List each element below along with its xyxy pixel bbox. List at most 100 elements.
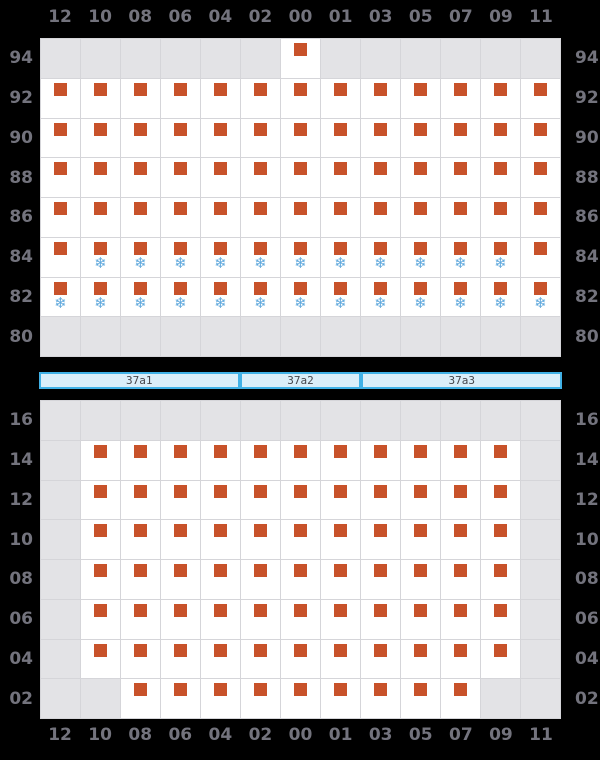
segment-37a1[interactable]: 37a1	[39, 372, 240, 389]
cell-bottom-r04-c11	[521, 639, 560, 679]
cell-bottom-r02-c12	[41, 679, 80, 718]
cell-bottom-r02-c05	[401, 679, 440, 718]
cell-top-r92-c12	[41, 78, 80, 118]
data-square	[454, 162, 467, 176]
data-square	[214, 281, 227, 295]
cell-top-r90-c00	[281, 118, 320, 158]
cell-bottom-r14-c02	[241, 440, 280, 480]
bottom-right-row-label-12: 12	[575, 489, 599, 510]
cell-bottom-r10-c12	[41, 520, 80, 559]
cell-bottom-r06-c03	[361, 599, 400, 639]
data-square	[174, 281, 187, 295]
data-square	[334, 444, 347, 458]
cell-top-r84-c00: ❄	[281, 237, 320, 277]
cell-top-r90-c10	[81, 118, 120, 158]
segment-37a2[interactable]: 37a2	[239, 372, 362, 389]
cell-top-r80-c02	[241, 317, 280, 356]
cell-top-r82-c04: ❄	[201, 277, 240, 317]
top-axis-label-08: 08	[128, 7, 153, 27]
cell-bottom-r08-c01	[321, 560, 360, 599]
cell-top-r86-c04	[201, 198, 240, 237]
data-square	[134, 122, 147, 136]
cell-top-r90-c08	[121, 118, 160, 158]
snowflake-icon: ❄	[174, 293, 187, 312]
cell-bottom-r08-c02	[241, 560, 280, 599]
data-square	[494, 241, 507, 255]
cell-top-r84-c08: ❄	[121, 237, 160, 277]
cell-bottom-r08-c06	[161, 560, 200, 599]
cell-top-r82-c01: ❄	[321, 277, 360, 317]
snowflake-icon: ❄	[174, 253, 187, 272]
cell-bottom-r04-c00	[281, 639, 320, 679]
cell-bottom-r10-c07	[441, 520, 480, 559]
data-square	[134, 82, 147, 96]
cell-bottom-r16-c08	[121, 401, 160, 440]
cell-top-r92-c10	[81, 78, 120, 118]
cell-top-r80-c12	[41, 317, 80, 356]
data-square	[134, 484, 147, 498]
snowflake-icon: ❄	[334, 293, 347, 312]
cell-bottom-r12-c07	[441, 480, 480, 520]
segment-label: 37a1	[126, 374, 153, 387]
cell-bottom-r12-c09	[481, 480, 520, 520]
data-square	[494, 643, 507, 657]
top-chart-left-row-axis: 94 92 90 88 86 84 82 80	[0, 38, 33, 357]
cell-bottom-r02-c06	[161, 679, 200, 718]
data-square	[254, 484, 267, 498]
data-square	[254, 524, 267, 538]
data-square	[294, 43, 307, 56]
cell-top-r80-c07	[441, 317, 480, 356]
cell-top-r86-c12	[41, 198, 80, 237]
cell-bottom-r16-c07	[441, 401, 480, 440]
top-right-row-label-80: 80	[575, 327, 599, 348]
snowflake-icon: ❄	[94, 293, 107, 312]
cell-bottom-r10-c05	[401, 520, 440, 559]
data-square	[174, 603, 187, 617]
data-square	[454, 241, 467, 255]
cell-top-r80-c11	[521, 317, 560, 356]
cell-top-r94-c11	[521, 39, 560, 78]
data-square	[294, 162, 307, 176]
cell-top-r82-c08: ❄	[121, 277, 160, 317]
data-square	[134, 683, 147, 697]
bottom-chart-left-row-axis: 16 14 12 10 08 06 04 02	[0, 400, 33, 719]
data-square	[134, 643, 147, 657]
cell-bottom-r14-c12	[41, 440, 80, 480]
cell-bottom-r14-c11	[521, 440, 560, 480]
cell-bottom-r08-c04	[201, 560, 240, 599]
cell-top-r84-c09: ❄	[481, 237, 520, 277]
data-square	[414, 281, 427, 295]
cell-top-r88-c07	[441, 158, 480, 197]
cell-bottom-r08-c07	[441, 560, 480, 599]
cell-top-r92-c06	[161, 78, 200, 118]
cell-bottom-r16-c09	[481, 401, 520, 440]
data-square	[294, 281, 307, 295]
snowflake-icon: ❄	[214, 253, 227, 272]
data-square	[54, 162, 67, 176]
cell-bottom-r16-c12	[41, 401, 80, 440]
cell-top-r94-c12	[41, 39, 80, 78]
data-square	[174, 122, 187, 136]
snowflake-icon: ❄	[334, 253, 347, 272]
cell-bottom-r06-c12	[41, 599, 80, 639]
cell-top-r88-c04	[201, 158, 240, 197]
cell-bottom-r04-c04	[201, 639, 240, 679]
data-square	[414, 202, 427, 215]
top-left-row-label-92: 92	[9, 87, 33, 108]
cell-bottom-r12-c06	[161, 480, 200, 520]
cell-top-r92-c04	[201, 78, 240, 118]
data-square	[374, 603, 387, 617]
cell-top-r94-c02	[241, 39, 280, 78]
data-square	[294, 524, 307, 538]
cell-bottom-r08-c08	[121, 560, 160, 599]
segment-37a3[interactable]: 37a3	[361, 372, 562, 389]
cell-top-r90-c05	[401, 118, 440, 158]
data-square	[454, 484, 467, 498]
cell-top-r92-c08	[121, 78, 160, 118]
cell-top-r84-c11	[521, 237, 560, 277]
cell-top-r94-c01	[321, 39, 360, 78]
data-square	[334, 162, 347, 176]
cell-bottom-r14-c05	[401, 440, 440, 480]
data-square	[94, 281, 107, 295]
cell-top-r82-c06: ❄	[161, 277, 200, 317]
